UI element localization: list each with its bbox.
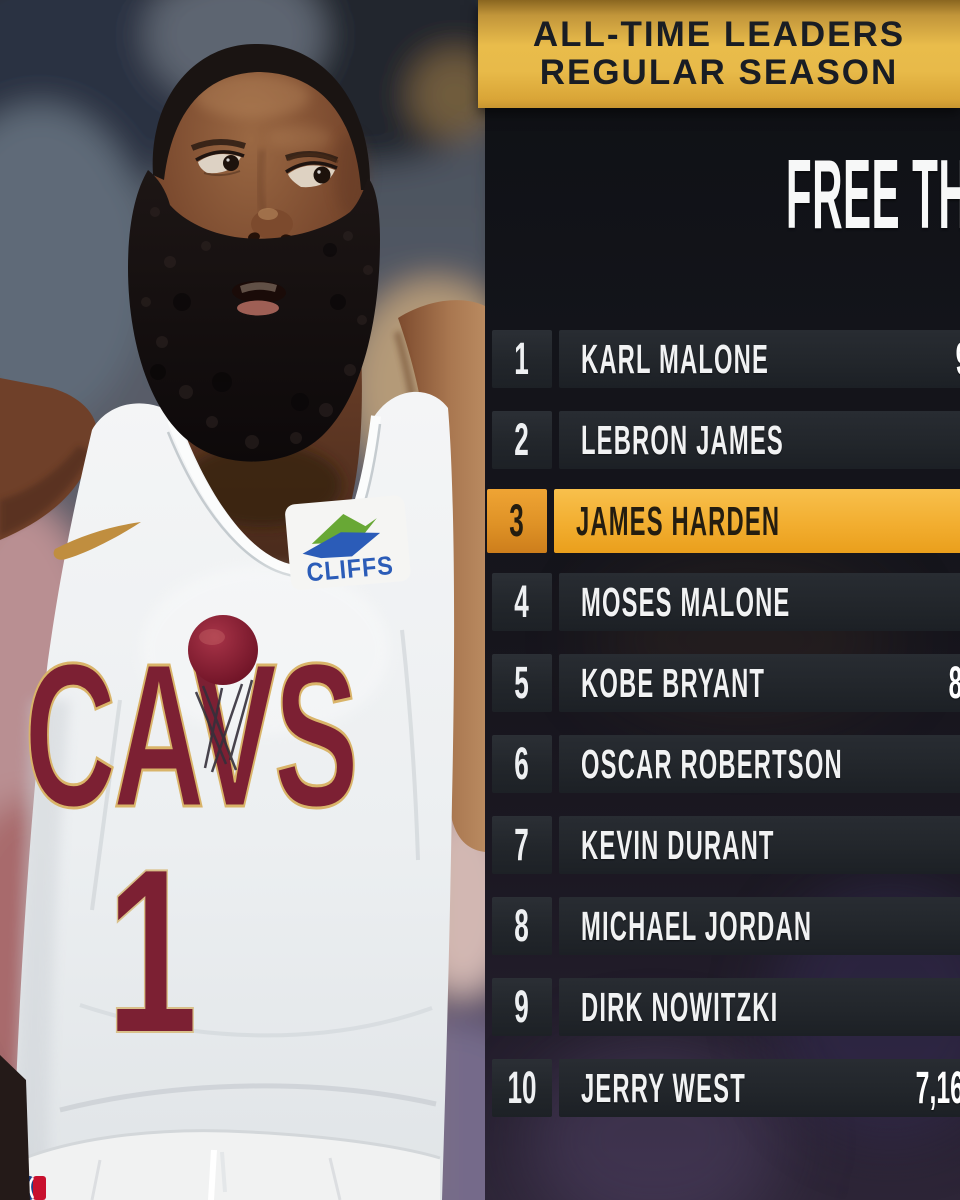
jersey-wordmark: CAVS 1 <box>23 615 360 1083</box>
beard-texture <box>141 207 373 449</box>
mouth <box>232 280 286 316</box>
table-row: 9 DIRK NOWITZKI 7,240 <box>492 978 960 1036</box>
table-row: 1 KARL MALONE 9,787 <box>492 330 960 388</box>
rank-cell: 8 <box>492 897 552 955</box>
leaderboard-rows: 1 KARL MALONE 9,787 2 LEBRON JAMES 8,810… <box>487 330 960 1117</box>
player-cell: JAMES HARDEN 8,532 <box>554 489 960 553</box>
player-name: KEVIN DURANT <box>581 821 775 868</box>
player-cell: KEVIN DURANT 7,597 <box>559 816 960 874</box>
header-line-1: ALL-TIME LEADERS <box>532 15 906 54</box>
svg-text:CAVS: CAVS <box>24 622 355 850</box>
player-name: MOSES MALONE <box>581 578 791 625</box>
player-name: KOBE BRYANT <box>581 659 766 706</box>
table-row: 10 JERRY WEST 7,160 <box>492 1059 960 1117</box>
shorts <box>5 1129 441 1200</box>
player-name: JERRY WEST <box>581 1064 746 1111</box>
header-banner: ALL-TIME LEADERS REGULAR SEASON <box>478 0 960 108</box>
player-name: JAMES HARDEN <box>576 497 781 544</box>
table-row-highlighted: 3 JAMES HARDEN 8,532 <box>487 489 960 553</box>
player-name: OSCAR ROBERTSON <box>581 740 843 787</box>
player-cell: KOBE BRYANT 8,378 <box>559 654 960 712</box>
rank-cell: 7 <box>492 816 552 874</box>
player-cell: OSCAR ROBERTSON 7,694 <box>559 735 960 793</box>
player-cell: LEBRON JAMES 8,810 <box>559 411 960 469</box>
rank-cell: 1 <box>492 330 552 388</box>
rank-cell: 9 <box>492 978 552 1036</box>
beard-texture-dark <box>150 243 346 411</box>
net-lines <box>194 679 254 773</box>
player-cell: MICHAEL JORDAN 7,327 <box>559 897 960 955</box>
player-name: DIRK NOWITZKI <box>581 983 779 1030</box>
nike-swoosh-icon <box>53 522 141 560</box>
table-row: 6 OSCAR ROBERTSON 7,694 <box>492 735 960 793</box>
table-row: 5 KOBE BRYANT 8,378 <box>492 654 960 712</box>
rank-cell: 10 <box>492 1059 552 1117</box>
player-cell: DIRK NOWITZKI 7,240 <box>559 978 960 1036</box>
sponsor-patch: CLIFFS <box>285 495 411 590</box>
player-name: MICHAEL JORDAN <box>581 902 813 949</box>
eyes <box>195 150 339 188</box>
player-photo: CLIFFS CAVS 1 <box>0 0 485 1200</box>
player-cell: JERRY WEST 7,160 <box>559 1059 960 1117</box>
player-cell: KARL MALONE 9,787 <box>559 330 960 388</box>
player-name: KARL MALONE <box>581 335 770 382</box>
jersey <box>12 391 455 1200</box>
shadow-wedge <box>0 1055 30 1200</box>
leaderboard-panel: FREE THROWS MADE 1 KARL MALONE 9,787 2 L… <box>485 0 960 1200</box>
rank-cell: 5 <box>492 654 552 712</box>
rank-cell: 6 <box>492 735 552 793</box>
stat-value: 9,787 <box>956 333 960 385</box>
table-row: 4 MOSES MALONE 8,531 <box>492 573 960 631</box>
table-row: 2 LEBRON JAMES 8,810 <box>492 411 960 469</box>
table-row: 8 MICHAEL JORDAN 7,327 <box>492 897 960 955</box>
rank-cell: 4 <box>492 573 552 631</box>
basketball-icon <box>188 615 258 685</box>
stat-value: 7,160 <box>915 1062 960 1113</box>
rank-cell: 3 <box>487 489 547 553</box>
stat-title: FREE THROWS MADE <box>785 139 960 249</box>
jersey-number: 1 <box>106 819 197 1082</box>
rank-cell: 2 <box>492 411 552 469</box>
stat-value: 8,378 <box>949 657 960 709</box>
hair <box>152 43 371 190</box>
header-line-2: REGULAR SEASON <box>539 53 899 92</box>
player-cell: MOSES MALONE 8,531 <box>559 573 960 631</box>
player-name: LEBRON JAMES <box>581 416 784 463</box>
table-row: 7 KEVIN DURANT 7,597 <box>492 816 960 874</box>
player-head <box>128 43 380 462</box>
